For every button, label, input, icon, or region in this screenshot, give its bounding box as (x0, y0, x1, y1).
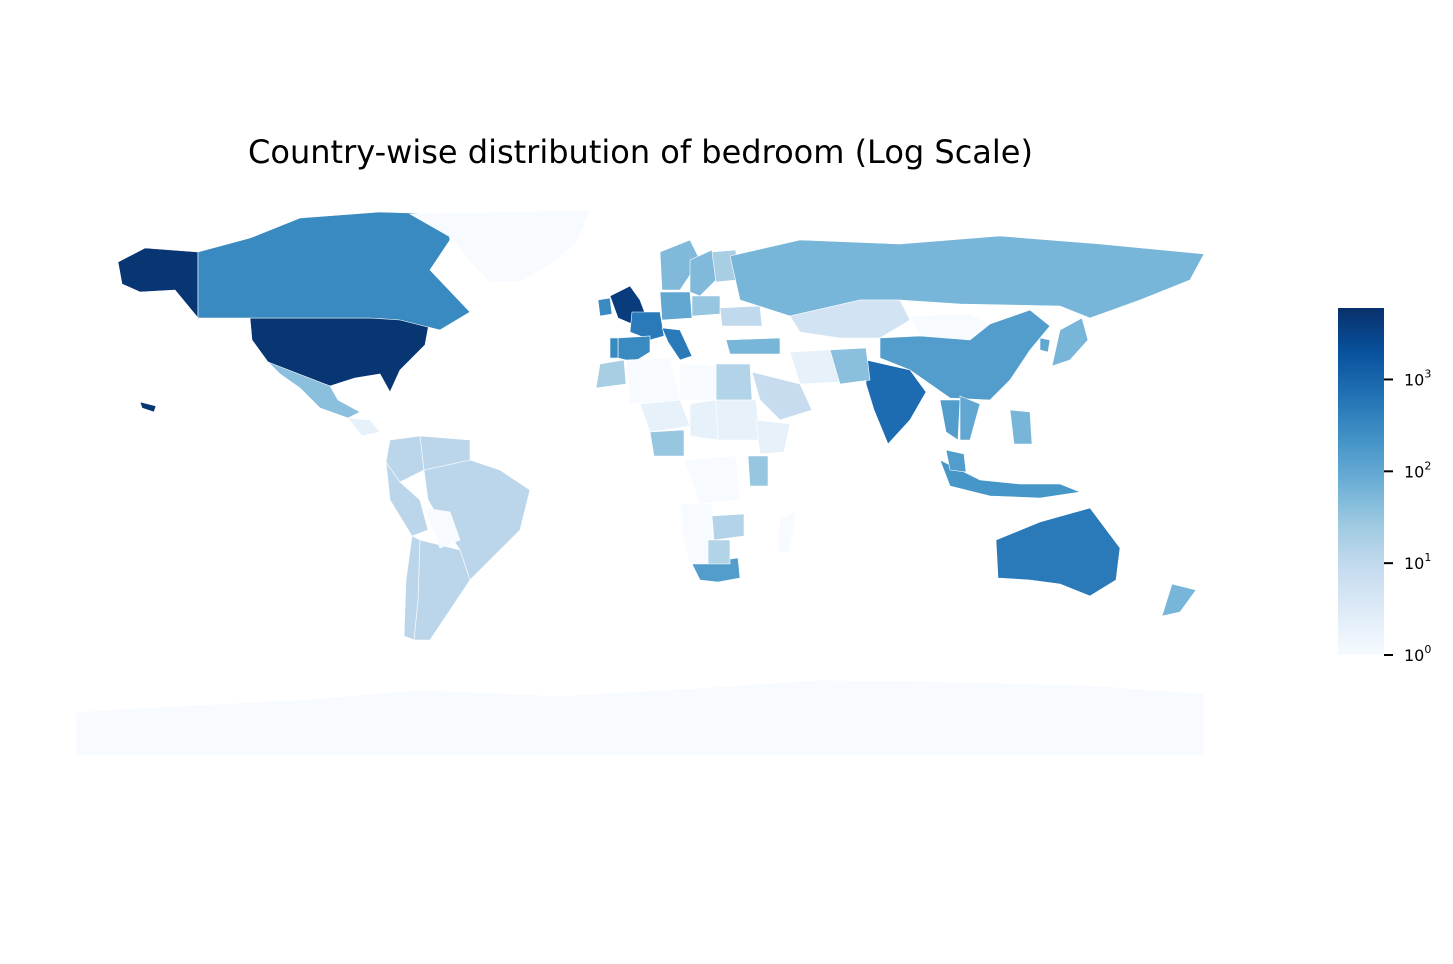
region-vietnam (959, 395, 981, 441)
colorbar-tick-label: 100 (1404, 643, 1431, 665)
region-indonesia (939, 459, 1082, 499)
region-dr-congo (683, 455, 741, 505)
region-germany (659, 291, 693, 321)
region-hawaii-united-states (139, 401, 157, 413)
region-ireland (597, 297, 613, 317)
region-greenland (408, 209, 591, 283)
region-colombia (385, 435, 425, 483)
region-sweden (689, 249, 717, 297)
region-guatemala (347, 417, 381, 437)
region-australia (995, 507, 1121, 597)
region-new-zealand (1161, 583, 1197, 617)
region-south-korea (1039, 337, 1051, 353)
region-botswana (707, 539, 731, 565)
region-ukraine (719, 305, 763, 327)
region-portugal (609, 337, 619, 359)
region-pakistan (829, 347, 871, 385)
region-kenya (747, 455, 769, 487)
colorbar-tick-label: 101 (1404, 551, 1431, 573)
region-poland (691, 295, 721, 317)
region-saudi-arabia (751, 371, 813, 421)
region-alaska-united-states (117, 247, 199, 319)
region-thailand (939, 399, 961, 441)
region-nigeria (649, 429, 685, 457)
region-morocco (595, 359, 627, 389)
region-turkey (725, 337, 781, 355)
region-kazakhstan (789, 299, 911, 339)
region-chile (403, 535, 421, 641)
region-zambia (711, 513, 745, 541)
region-venezuela (419, 435, 471, 471)
page-title: Country-wise distribution of bedroom (Lo… (248, 133, 1033, 171)
region-india (865, 359, 927, 445)
region-france (629, 311, 665, 341)
region-madagascar (777, 511, 797, 553)
region-malaysia (945, 449, 967, 473)
region-philippines (1009, 409, 1033, 445)
colorbar-gradient (1338, 308, 1384, 655)
region-antarctica (76, 679, 1204, 755)
region-canada (197, 211, 471, 331)
region-ethiopia (755, 419, 791, 455)
region-italy (661, 327, 693, 361)
colorbar-tick-label: 103 (1404, 367, 1431, 389)
colorbar-tick-label: 102 (1404, 459, 1431, 481)
region-bolivia (423, 507, 461, 549)
region-japan (1051, 317, 1089, 367)
